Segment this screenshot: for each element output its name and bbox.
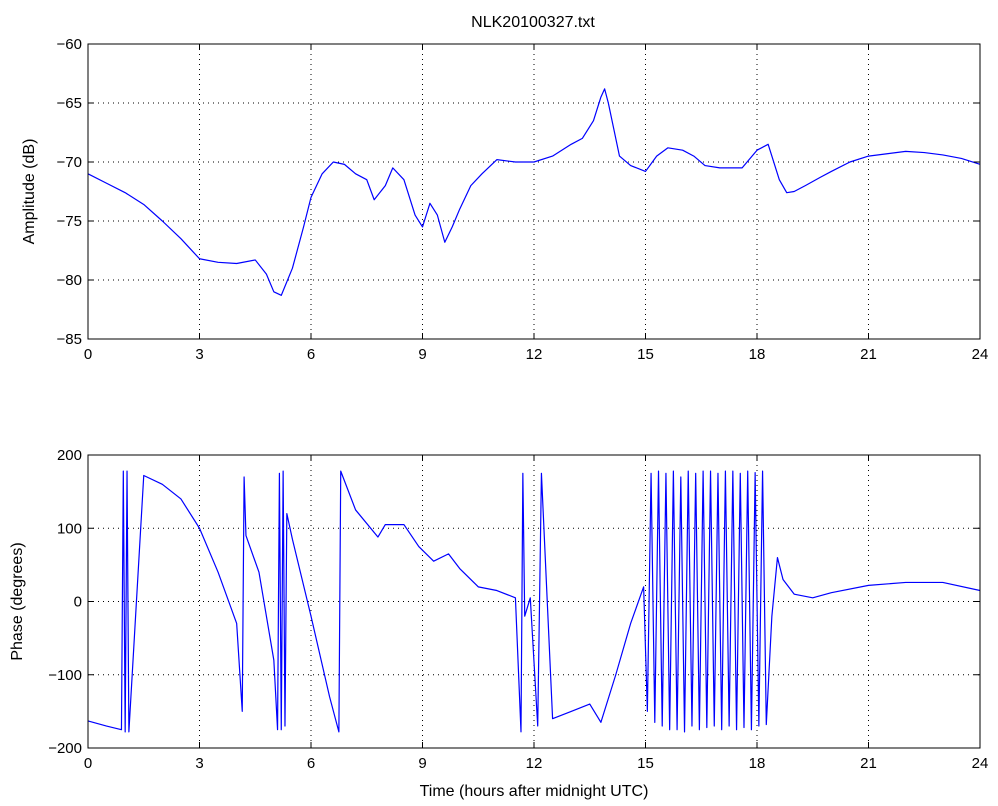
- amplitude-xtick-label: 18: [749, 346, 766, 363]
- phase-ylabel: Phase (degrees): [9, 542, 26, 660]
- amplitude-ytick-label: −85: [57, 331, 82, 348]
- phase-ytick-label: −200: [48, 740, 82, 757]
- amplitude-xtick-label: 3: [195, 346, 203, 363]
- amplitude-ylabel: Amplitude (dB): [21, 139, 38, 245]
- phase-xtick-label: 9: [418, 755, 426, 772]
- amplitude-xtick-label: 12: [526, 346, 543, 363]
- phase-xtick-label: 24: [972, 755, 989, 772]
- amplitude-ytick-label: −60: [57, 36, 82, 53]
- phase-xtick-label: 21: [860, 755, 877, 772]
- phase-ytick-label: −100: [48, 667, 82, 684]
- phase-ytick-label: 200: [57, 447, 82, 464]
- phase-xtick-label: 12: [526, 755, 543, 772]
- amplitude-ytick-label: −80: [57, 272, 82, 289]
- phase-xtick-label: 6: [307, 755, 315, 772]
- phase-series-line: [87, 470, 981, 733]
- amplitude-ytick-label: −70: [57, 154, 82, 171]
- phase-xlabel: Time (hours after midnight UTC): [420, 783, 649, 800]
- amplitude-xtick-label: 21: [860, 346, 877, 363]
- phase-plot: 0 3 6 9 12 15 18 21 24 −200 −100 0 100 200 Phase (degr…: [9, 447, 988, 800]
- amplitude-xtick-label: 24: [972, 346, 989, 363]
- amplitude-xtick-label: 6: [307, 346, 315, 363]
- amplitude-plot: 0 3 6 9 12 15 18 21 24 −85 −80 −75 −70 −65 −60 Amplitud…: [21, 36, 988, 363]
- amplitude-ytick-label: −75: [57, 213, 82, 230]
- phase-xtick-label: 0: [84, 755, 92, 772]
- phase-xtick-label: 15: [637, 755, 654, 772]
- amplitude-xtick-label: 9: [418, 346, 426, 363]
- phase-ytick-label: 100: [57, 520, 82, 537]
- amplitude-series-line: [87, 88, 981, 296]
- amplitude-ytick-label: −65: [57, 95, 82, 112]
- phase-xtick-label: 3: [195, 755, 203, 772]
- phase-xtick-label: 18: [749, 755, 766, 772]
- amplitude-xtick-label: 15: [637, 346, 654, 363]
- amplitude-xtick-label: 0: [84, 346, 92, 363]
- phase-ytick-label: 0: [74, 594, 82, 611]
- figure-title: NLK20100327.txt: [471, 14, 595, 31]
